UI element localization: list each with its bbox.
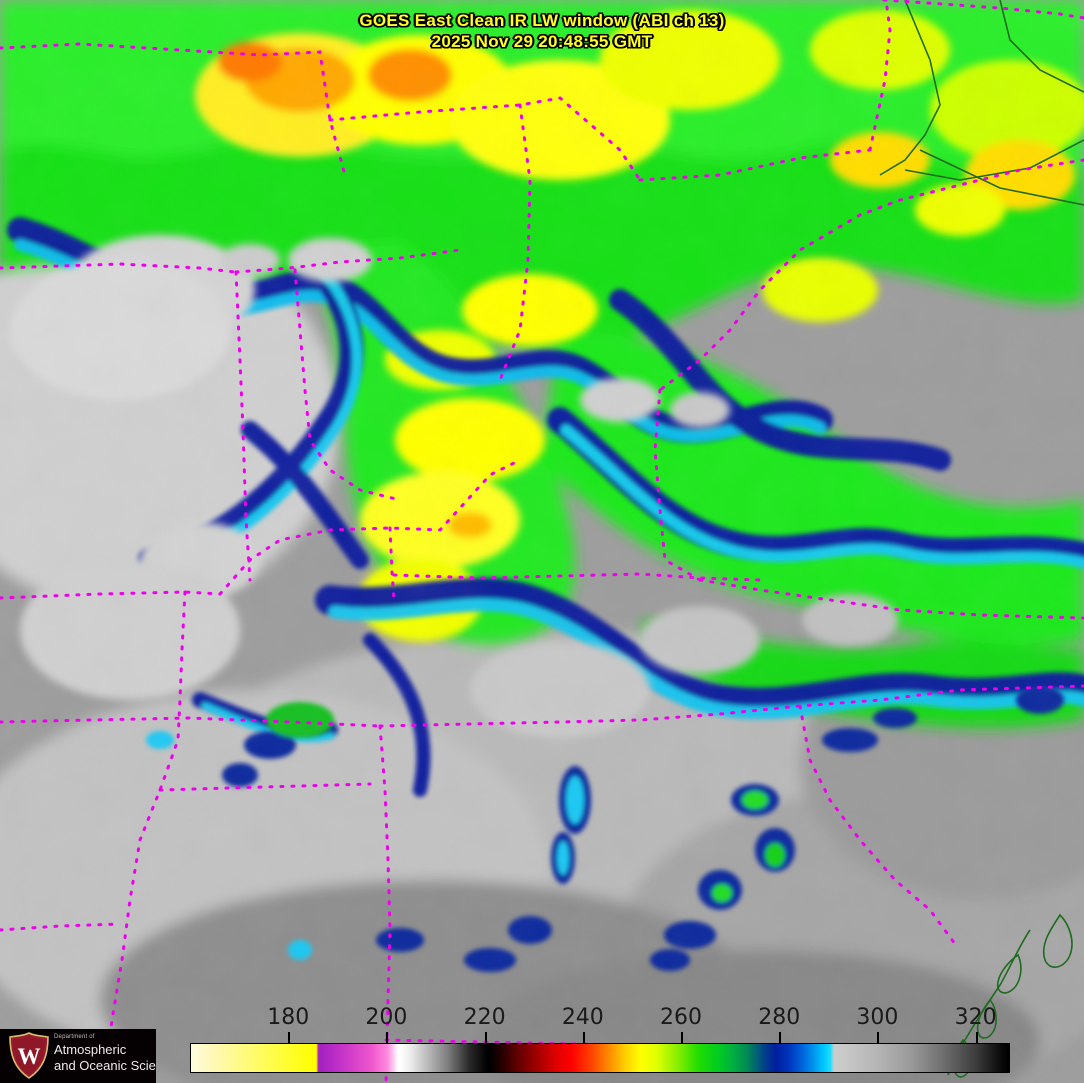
- uw-crest-icon: W: [9, 1032, 49, 1079]
- colorbar-tick-label: 280: [758, 1005, 801, 1030]
- logo-line-1: Atmospheric: [54, 1042, 127, 1057]
- colorbar-tick-label: 200: [365, 1005, 408, 1030]
- colorbar-tick: [582, 1032, 585, 1043]
- colorbar-tick-label: 220: [463, 1005, 506, 1030]
- uw-aos-logo: W Department of Atmospheric and Oceanic …: [0, 1029, 156, 1083]
- colorbar-tick: [484, 1032, 487, 1043]
- colorbar: 180 200 220 240 260 280 300 320: [190, 1005, 1010, 1073]
- svg-text:W: W: [18, 1044, 41, 1069]
- colorbar-tick: [386, 1032, 389, 1043]
- colorbar-tick-label: 260: [660, 1005, 703, 1030]
- colorbar-tick: [288, 1032, 291, 1043]
- logo-department-text: Department of: [54, 1034, 95, 1040]
- colorbar-tick-label: 320: [954, 1005, 997, 1030]
- colorbar-tick: [779, 1032, 782, 1043]
- colorbar-gradient: [190, 1043, 1010, 1073]
- colorbar-tick-label: 300: [856, 1005, 899, 1030]
- colorbar-tick: [681, 1032, 684, 1043]
- colorbar-tick: [975, 1032, 978, 1043]
- colorbar-tick-label: 180: [267, 1005, 310, 1030]
- colorbar-tick: [877, 1032, 880, 1043]
- colorbar-tick-label: 240: [561, 1005, 604, 1030]
- logo-line-2: and Oceanic Sciences: [54, 1058, 156, 1073]
